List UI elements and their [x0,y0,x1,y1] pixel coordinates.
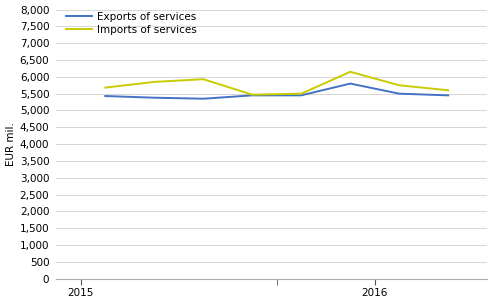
Imports of services [298,92,304,95]
Exports of services [445,94,451,97]
Imports of services [151,80,157,84]
Exports of services [200,97,206,101]
Imports of services [347,70,353,74]
Y-axis label: EUR mil.: EUR mil. [5,122,16,166]
Imports of services [445,88,451,92]
Exports of services [103,94,108,98]
Imports of services [103,86,108,89]
Exports of services [347,82,353,85]
Line: Exports of services: Exports of services [106,84,448,99]
Exports of services [298,94,304,97]
Line: Imports of services: Imports of services [106,72,448,95]
Exports of services [396,92,402,95]
Imports of services [249,93,255,96]
Imports of services [200,78,206,81]
Exports of services [249,94,255,97]
Legend: Exports of services, Imports of services: Exports of services, Imports of services [66,12,197,35]
Imports of services [396,83,402,87]
Exports of services [151,96,157,99]
